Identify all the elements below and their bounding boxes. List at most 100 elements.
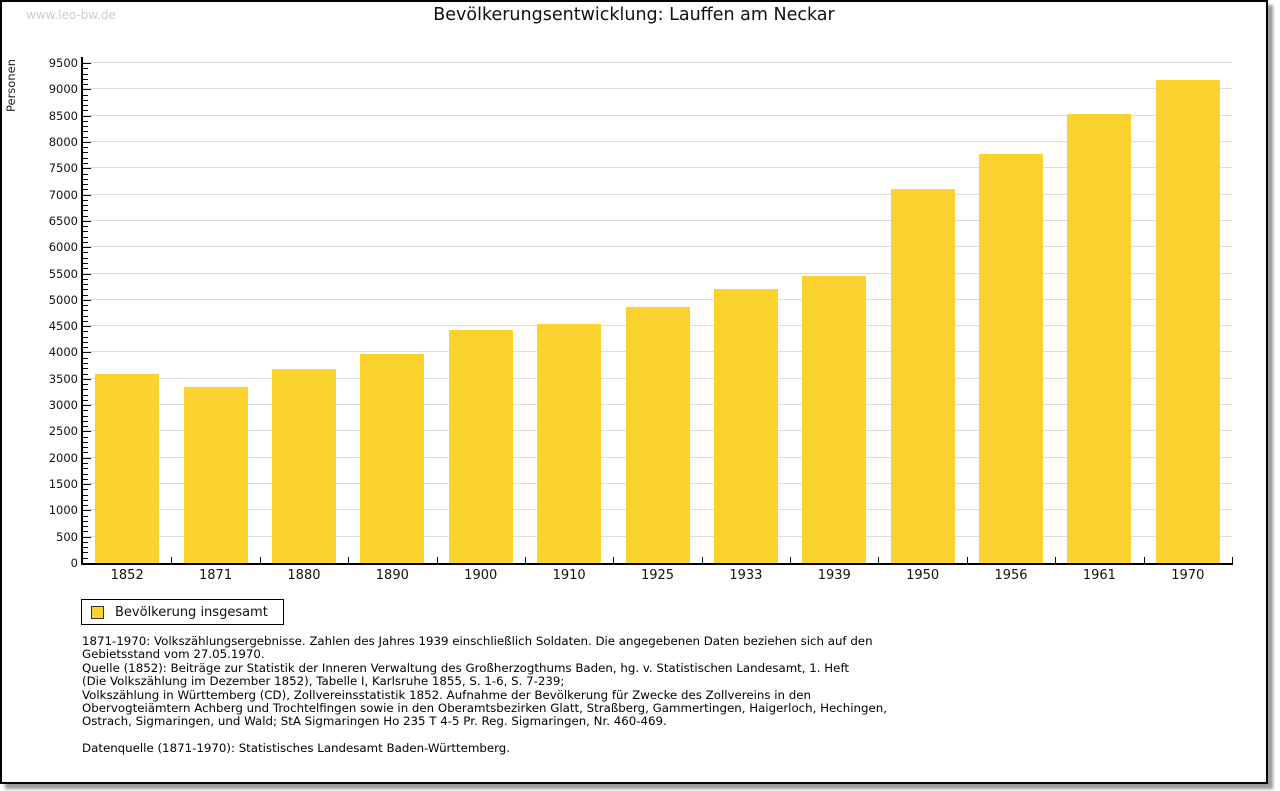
x-tick-label: 1890 <box>375 568 409 583</box>
y-minor-tick <box>83 389 88 391</box>
y-minor-tick <box>83 347 88 349</box>
x-tick-label: 1956 <box>994 568 1028 583</box>
bar <box>1067 113 1132 563</box>
footnote-line: Obervogteiämtern Achberg und Trochtelfin… <box>82 701 887 716</box>
bar <box>1155 79 1220 563</box>
y-major-tick <box>83 457 91 459</box>
y-minor-tick <box>83 205 88 207</box>
y-minor-tick <box>83 173 88 175</box>
grid-line <box>83 167 1232 169</box>
y-minor-tick <box>83 441 88 443</box>
x-tick <box>524 557 526 563</box>
y-minor-tick <box>83 226 88 228</box>
x-tick <box>348 557 350 563</box>
y-minor-tick <box>83 94 88 96</box>
y-tick-label: 8000 <box>48 134 78 149</box>
x-tick-label: 1910 <box>552 568 586 583</box>
x-tick-label: 1900 <box>464 568 498 583</box>
grid-line <box>83 219 1232 221</box>
y-minor-tick <box>83 131 88 133</box>
y-minor-tick <box>83 473 88 475</box>
y-minor-tick <box>83 284 88 286</box>
y-minor-tick <box>83 494 88 496</box>
datasource-block: Datenquelle (1871-1970): Statistisches L… <box>82 741 887 755</box>
y-minor-tick <box>83 263 88 264</box>
y-minor-tick <box>83 68 88 70</box>
grid-line <box>83 114 1232 116</box>
grid-line <box>83 193 1232 195</box>
y-minor-tick <box>83 163 88 164</box>
y-minor-tick <box>83 478 88 480</box>
y-minor-tick <box>83 505 88 507</box>
y-tick-label: 6500 <box>48 213 78 228</box>
x-tick <box>1055 557 1057 563</box>
y-minor-tick <box>83 157 88 159</box>
y-minor-tick <box>83 105 88 107</box>
x-tick <box>878 557 880 563</box>
bar <box>183 386 248 563</box>
y-tick-label: 1000 <box>48 503 78 518</box>
y-major-tick <box>83 220 91 222</box>
legend-label: Bevölkerung insgesamt <box>115 604 268 620</box>
legend-swatch-icon <box>91 605 104 619</box>
x-tick-label: 1950 <box>906 568 940 583</box>
y-minor-tick <box>83 520 88 522</box>
y-minor-tick <box>83 289 88 291</box>
footnote-block: 1871-1970: Volkszählungsergebnisse. Zahl… <box>82 634 887 729</box>
plot-area <box>83 62 1232 563</box>
x-tick <box>436 557 438 563</box>
y-minor-tick <box>83 126 88 128</box>
grid-line <box>83 298 1232 300</box>
y-major-tick <box>83 168 91 170</box>
y-major-tick <box>83 194 91 196</box>
y-tick-label: 6000 <box>48 240 78 255</box>
y-tick-label: 1500 <box>48 477 78 492</box>
y-minor-tick <box>83 447 88 449</box>
x-axis <box>81 563 1233 565</box>
y-minor-tick <box>83 252 88 254</box>
footnote-line: Volkszählung in Württemberg (CD), Zollve… <box>82 687 811 702</box>
y-minor-tick <box>83 426 88 428</box>
y-minor-tick <box>83 73 88 75</box>
y-minor-tick <box>83 231 88 233</box>
y-minor-tick <box>83 78 88 80</box>
y-tick-label: 2000 <box>48 450 78 465</box>
grid-line <box>83 246 1232 248</box>
x-tick <box>1143 557 1145 563</box>
y-minor-tick <box>83 515 88 517</box>
x-tick <box>966 557 968 563</box>
bar <box>713 289 778 563</box>
y-tick-label: 4500 <box>48 319 78 334</box>
y-minor-tick <box>83 399 88 401</box>
y-major-tick <box>83 510 91 512</box>
y-minor-tick <box>83 184 88 186</box>
bar <box>271 368 336 563</box>
bar <box>890 189 955 563</box>
x-tick <box>701 557 703 563</box>
y-major-tick <box>83 141 91 143</box>
bar <box>360 353 425 563</box>
footnote-line: 1871-1970: Volkszählungsergebnisse. Zahl… <box>82 634 873 648</box>
y-minor-tick <box>83 557 88 559</box>
legend: Bevölkerung insgesamt <box>81 599 284 625</box>
y-minor-tick <box>83 468 88 470</box>
y-major-tick <box>83 431 91 433</box>
y-tick-label: 9000 <box>48 82 78 97</box>
grid-line <box>83 140 1232 142</box>
x-tick <box>790 557 792 563</box>
x-tick-label: 1961 <box>1082 568 1116 583</box>
y-minor-tick <box>83 147 88 149</box>
x-tick <box>613 557 615 563</box>
x-tick <box>259 557 261 563</box>
y-minor-tick <box>83 331 88 333</box>
y-tick-label: 5500 <box>48 266 78 281</box>
y-tick-label: 9500 <box>48 56 78 70</box>
grid-line <box>83 88 1232 90</box>
y-tick-label: 4000 <box>48 345 78 360</box>
y-minor-tick <box>83 394 88 396</box>
y-tick-label: 7000 <box>48 187 78 202</box>
y-major-tick <box>83 326 91 328</box>
footnote-line: Quelle (1852): Beiträge zur Statistik de… <box>82 660 850 675</box>
y-minor-tick <box>83 278 88 280</box>
